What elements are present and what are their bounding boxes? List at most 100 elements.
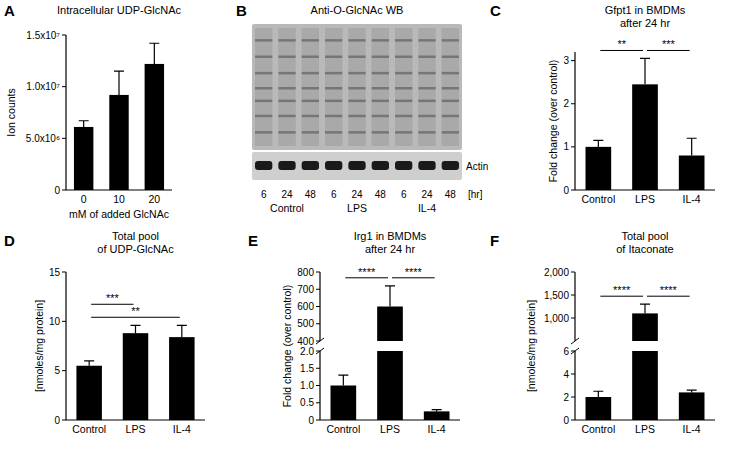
- lane-smear: [442, 28, 459, 146]
- bar: [586, 397, 612, 420]
- band: [395, 115, 412, 118]
- bar: [169, 337, 194, 420]
- lane-label: 48: [375, 189, 387, 200]
- y-tick-label: 5.0x10⁶: [26, 133, 60, 144]
- y-tick-label: 2: [563, 98, 569, 109]
- band: [372, 131, 389, 134]
- band: [395, 87, 412, 90]
- y-tick-label: 400: [297, 336, 314, 347]
- bar: [679, 156, 705, 191]
- significance-label: ***: [106, 292, 120, 304]
- error-bar: [79, 121, 89, 127]
- y-tick-label: 6: [563, 346, 569, 357]
- x-tick-label: Control: [326, 423, 360, 435]
- actin-band: [442, 161, 459, 170]
- y-tick-label: 2: [563, 392, 569, 403]
- title: Total pool: [621, 230, 668, 242]
- band: [372, 72, 389, 75]
- band: [395, 100, 412, 103]
- band: [418, 39, 435, 42]
- bar: [679, 392, 705, 420]
- y-tick-label: 5: [54, 365, 60, 376]
- band: [372, 56, 389, 59]
- band: [325, 72, 342, 75]
- y-tick: [571, 374, 575, 375]
- group-label: IL-4: [418, 202, 436, 214]
- title: after 24 hr: [365, 243, 415, 255]
- title: of UDP-GlcNAc: [97, 243, 174, 255]
- band: [372, 115, 389, 118]
- significance-label: ****: [613, 284, 631, 296]
- panel-letter: A: [4, 2, 15, 19]
- lane: [325, 28, 342, 170]
- band: [348, 87, 365, 90]
- lane-label: 48: [445, 189, 457, 200]
- loading-control-label: Actin: [466, 161, 488, 172]
- significance-label: ***: [662, 38, 676, 50]
- band: [302, 131, 319, 134]
- y-axis-label: [nmoles/mg protein]: [33, 300, 45, 392]
- lane-smear: [302, 28, 319, 146]
- figure: AIntracellular UDP-GlcNAc05.0x10⁶1.0x10⁷…: [0, 0, 737, 459]
- actin-band: [418, 161, 435, 170]
- band: [278, 87, 295, 90]
- x-tick-label: Control: [581, 193, 615, 205]
- actin-band: [325, 161, 342, 170]
- x-axis-label: mM of added GlcNAc: [69, 208, 169, 220]
- title: Total pool: [112, 230, 159, 242]
- band: [348, 72, 365, 75]
- panel-a: AIntracellular UDP-GlcNAc05.0x10⁶1.0x10⁷…: [4, 2, 182, 220]
- error-bar: [687, 138, 697, 155]
- lane-label: 6: [261, 189, 267, 200]
- y-tick-label: 2.0: [300, 346, 314, 357]
- band: [348, 131, 365, 134]
- x-axis-label: [hr]: [468, 189, 483, 200]
- y-tick: [316, 368, 320, 369]
- error-bar: [338, 375, 348, 385]
- title: Irg1 in BMDMs: [354, 230, 427, 242]
- y-tick: [571, 272, 575, 273]
- band: [325, 131, 342, 134]
- error-bar: [385, 286, 395, 307]
- band: [255, 87, 272, 90]
- band: [255, 131, 272, 134]
- band: [348, 100, 365, 103]
- band: [372, 87, 389, 90]
- panel-f: FTotal poolof Itaconate02461,0001,5002,0…: [490, 230, 715, 435]
- x-tick-label: LPS: [635, 423, 655, 435]
- band: [442, 72, 459, 75]
- error-bar: [177, 325, 187, 337]
- band: [442, 115, 459, 118]
- band: [442, 39, 459, 42]
- bars: [331, 286, 450, 420]
- band: [278, 115, 295, 118]
- y-tick: [571, 146, 575, 147]
- y-tick-label: 1: [563, 141, 569, 152]
- panel-letter: D: [4, 232, 15, 249]
- error-bar: [149, 43, 159, 64]
- error-bar: [687, 390, 697, 392]
- lane: [372, 28, 389, 170]
- y-tick-label: 500: [297, 318, 314, 329]
- error-bar: [432, 410, 442, 412]
- y-tick: [62, 321, 66, 322]
- lane: [395, 28, 412, 170]
- y-tick: [571, 190, 575, 191]
- bars: [586, 304, 705, 420]
- group-label: LPS: [347, 202, 367, 214]
- band: [278, 100, 295, 103]
- band: [442, 87, 459, 90]
- band: [395, 72, 412, 75]
- significance-label: ****: [358, 266, 376, 278]
- x-tick-label: LPS: [635, 193, 655, 205]
- lane-smear: [348, 28, 365, 146]
- band: [372, 100, 389, 103]
- y-tick: [571, 420, 575, 421]
- band: [418, 72, 435, 75]
- band: [442, 100, 459, 103]
- y-tick: [62, 35, 66, 36]
- band: [348, 56, 365, 59]
- lane-label: 48: [305, 189, 317, 200]
- x-tick-label: Control: [72, 423, 106, 435]
- significance-label: ****: [660, 284, 678, 296]
